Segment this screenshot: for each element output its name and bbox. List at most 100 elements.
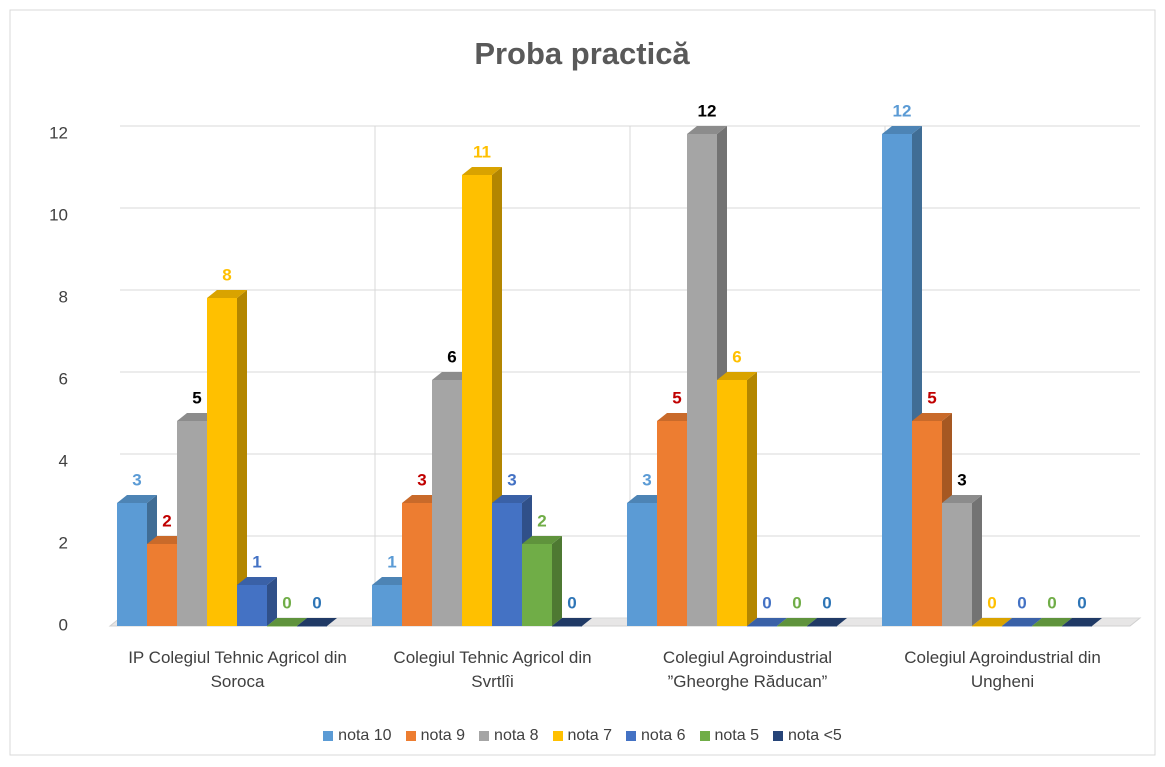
legend-label: nota 6 — [641, 727, 686, 744]
legend-swatch — [405, 731, 416, 741]
bar-side — [237, 290, 247, 626]
bar-front — [807, 626, 837, 627]
bar-top — [1032, 618, 1072, 626]
legend-swatch — [552, 731, 563, 741]
bar-top — [297, 618, 337, 626]
legend-swatch — [699, 731, 710, 741]
bar-top — [747, 618, 787, 626]
data-label: 0 — [1047, 593, 1056, 612]
bar-front — [1032, 626, 1062, 627]
data-label: 3 — [507, 470, 516, 489]
data-label: 5 — [672, 388, 681, 407]
legend-item: nota <5 — [772, 727, 842, 745]
x-tick-label: Colegiul Agroindustrial din Ungheni — [904, 648, 1101, 691]
bar — [207, 290, 247, 626]
bar-side — [972, 495, 982, 626]
bar — [522, 536, 562, 626]
bar-side — [267, 577, 277, 626]
data-label: 11 — [473, 142, 491, 161]
y-tick-label: 2 — [59, 533, 68, 552]
y-tick-label: 10 — [49, 205, 68, 224]
bar-front — [687, 134, 717, 626]
bar-top — [522, 536, 562, 544]
legend-item: nota 9 — [405, 727, 466, 745]
bar-front — [747, 626, 777, 627]
legend-label: nota <5 — [787, 727, 842, 744]
bar-front — [717, 380, 747, 626]
data-label: 0 — [282, 593, 291, 612]
legend-item: nota 7 — [552, 727, 612, 745]
bar-front — [432, 380, 462, 626]
data-label: 5 — [192, 388, 201, 407]
legend-item: nota 5 — [699, 727, 759, 745]
legend-item: nota 8 — [479, 727, 539, 745]
bar-side — [552, 536, 562, 626]
legend-label: nota 8 — [494, 727, 539, 744]
bar-top — [882, 126, 922, 134]
bar — [807, 618, 847, 627]
data-label: 2 — [162, 511, 171, 530]
bar-top — [972, 618, 1012, 626]
legend-item: nota 6 — [626, 727, 686, 745]
bar-front — [657, 421, 687, 626]
bar — [1002, 618, 1042, 627]
data-label: 0 — [822, 593, 831, 612]
bar — [552, 618, 592, 627]
data-label: 3 — [957, 470, 966, 489]
legend-swatch — [772, 731, 783, 741]
y-tick-label: 0 — [59, 615, 68, 634]
bar-front — [462, 175, 492, 626]
data-label: 0 — [792, 593, 801, 612]
bar-top — [552, 618, 592, 626]
bar — [942, 495, 982, 626]
bar-front — [267, 626, 297, 627]
legend-label: nota 9 — [420, 727, 466, 744]
y-tick-label: 8 — [59, 287, 68, 306]
legend-item: nota 10 — [323, 727, 392, 745]
legend-swatch — [626, 731, 637, 741]
data-label: 8 — [222, 265, 231, 284]
bar-front — [1062, 626, 1092, 627]
data-label: 0 — [312, 593, 321, 612]
data-label: 1 — [252, 552, 261, 571]
legend-swatch — [323, 731, 334, 741]
data-label: 3 — [642, 470, 651, 489]
bar-front — [297, 626, 327, 627]
bar — [972, 618, 1012, 627]
bar-front — [207, 298, 237, 626]
bar-front — [942, 503, 972, 626]
bar-top — [267, 618, 307, 626]
bar-front — [402, 503, 432, 626]
legend: nota 10 nota 9 nota 8 nota 7 nota 6 nota 5 not… — [0, 727, 1165, 745]
data-label: 3 — [417, 470, 426, 489]
data-label: 3 — [132, 470, 141, 489]
bar-top — [462, 167, 502, 175]
data-label: 1 — [387, 552, 396, 571]
bar-front — [147, 544, 177, 626]
bar-top — [237, 577, 277, 585]
data-label: 0 — [987, 593, 996, 612]
bar — [237, 577, 277, 626]
chart-title: Proba practică — [474, 36, 690, 71]
y-tick-label: 12 — [49, 123, 68, 142]
bar-top — [1062, 618, 1102, 626]
bar-front — [492, 503, 522, 626]
bar-front — [627, 503, 657, 626]
x-tick-label: IP Colegiul Tehnic Agricol din Soroca — [128, 648, 347, 691]
data-label: 0 — [1017, 593, 1026, 612]
bar-front — [777, 626, 807, 627]
bar-front — [972, 626, 1002, 627]
bar — [267, 618, 307, 627]
x-tick-label: Colegiul Tehnic Agricol din Svrtlîi — [393, 648, 592, 691]
bar-front — [177, 421, 207, 626]
data-label: 0 — [762, 593, 771, 612]
bar-top — [912, 413, 952, 421]
bar-front — [1002, 626, 1032, 627]
data-label: 5 — [927, 388, 936, 407]
bar — [1032, 618, 1072, 627]
bar-top — [687, 126, 727, 134]
bar-top — [717, 372, 757, 380]
bar — [747, 618, 787, 627]
data-label: 0 — [567, 593, 576, 612]
